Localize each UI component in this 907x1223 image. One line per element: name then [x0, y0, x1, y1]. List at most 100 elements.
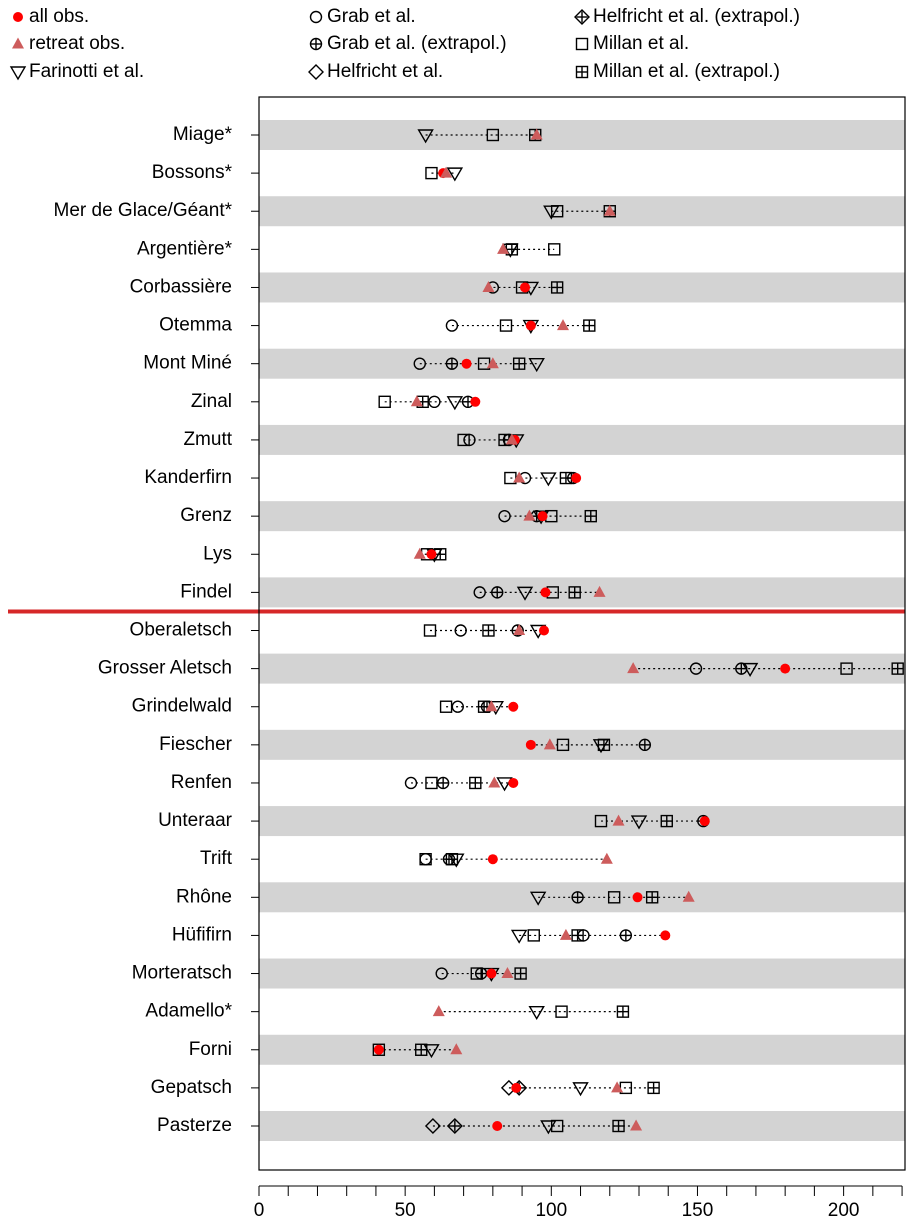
- marker: [508, 701, 519, 712]
- y-tick-label: Kanderfirn: [144, 467, 232, 488]
- marker: [435, 967, 448, 980]
- marker: [548, 243, 561, 256]
- square: [550, 205, 564, 218]
- ring: [473, 586, 486, 599]
- legend-label: Helfricht et al. (extrapol.): [593, 6, 800, 27]
- ring: [498, 509, 511, 523]
- triangle: [540, 472, 557, 487]
- legend-label: Grab et al. (extrapol.): [327, 33, 507, 54]
- marker: [511, 1082, 522, 1093]
- triangle: [510, 929, 528, 944]
- row-band: [259, 577, 905, 608]
- marker: [571, 473, 582, 484]
- triangle: [627, 662, 640, 674]
- marker: [309, 10, 323, 24]
- marker: [528, 357, 545, 373]
- y-tick-label: Gepatsch: [151, 1077, 232, 1098]
- square: [439, 700, 453, 713]
- marker: [559, 928, 572, 940]
- y-tick-label: Otemma: [159, 315, 232, 336]
- triangle: [9, 66, 27, 81]
- triangle: [485, 700, 498, 712]
- triangle: [528, 357, 545, 373]
- square: [372, 1043, 386, 1056]
- square: [607, 891, 621, 904]
- marker: [415, 1043, 428, 1056]
- triangle: [593, 585, 606, 597]
- legend-label: Millan et al.: [593, 33, 689, 54]
- marker: [530, 128, 543, 140]
- marker: [425, 776, 438, 790]
- marker: [378, 395, 391, 409]
- triangle: [513, 624, 526, 635]
- marker: [413, 547, 426, 559]
- marker: [660, 930, 671, 941]
- plot-frame: [258, 96, 906, 1171]
- triangle: [501, 967, 514, 979]
- row-band: [259, 348, 905, 379]
- marker: [12, 37, 24, 49]
- y-tick-label: Fiescher: [159, 734, 233, 755]
- marker: [508, 777, 519, 788]
- marker: [424, 1118, 441, 1134]
- marker: [446, 396, 464, 411]
- square: [527, 929, 540, 942]
- square: [423, 624, 437, 637]
- marker: [419, 852, 432, 866]
- marker: [474, 967, 488, 980]
- marker: [600, 852, 613, 864]
- marker: [470, 396, 481, 407]
- marker: [619, 929, 633, 942]
- marker: [574, 9, 590, 25]
- marker: [891, 662, 904, 675]
- y-tick-label: Grenz: [180, 505, 232, 526]
- y-tick-label: Mont Miné: [143, 353, 232, 374]
- triangle: [423, 1044, 440, 1059]
- diamond: [446, 1118, 463, 1134]
- y-tick-label: Unteraar: [158, 810, 233, 831]
- marker: [556, 738, 570, 752]
- marker: [487, 854, 498, 865]
- marker: [450, 1043, 463, 1055]
- triangle: [572, 1082, 589, 1097]
- dot: [486, 968, 497, 979]
- y-tick-label: Findel: [180, 581, 232, 602]
- marker: [527, 929, 540, 942]
- triangle: [505, 433, 518, 445]
- marker: [445, 319, 459, 332]
- marker: [513, 624, 526, 635]
- marker: [612, 814, 625, 826]
- marker: [571, 929, 584, 942]
- y-tick-label: Bossons*: [152, 162, 233, 183]
- marker: [425, 166, 438, 180]
- triangle: [530, 128, 543, 140]
- marker: [568, 586, 581, 599]
- marker: [372, 1043, 386, 1056]
- y-tick-label: Zinal: [191, 391, 232, 412]
- marker: [594, 814, 608, 828]
- triangle: [528, 1005, 545, 1021]
- marker: [417, 129, 434, 144]
- marker: [550, 1119, 564, 1133]
- marker: [473, 586, 486, 599]
- y-tick-label: Adamello*: [145, 1001, 232, 1022]
- dot: [426, 549, 437, 560]
- row-band: [259, 653, 905, 684]
- marker: [499, 319, 513, 332]
- marker: [699, 816, 710, 827]
- marker: [496, 777, 513, 792]
- triangle: [410, 395, 423, 407]
- ring: [454, 624, 467, 637]
- triangle: [612, 814, 625, 826]
- marker: [557, 319, 569, 331]
- triangle: [513, 471, 526, 483]
- y-tick-label: Zmutt: [183, 429, 232, 450]
- marker: [514, 967, 527, 980]
- square: [425, 166, 438, 180]
- diamond: [424, 1118, 441, 1134]
- square: [556, 738, 570, 752]
- dot: [525, 739, 536, 750]
- marker: [555, 1005, 568, 1018]
- marker: [13, 12, 23, 22]
